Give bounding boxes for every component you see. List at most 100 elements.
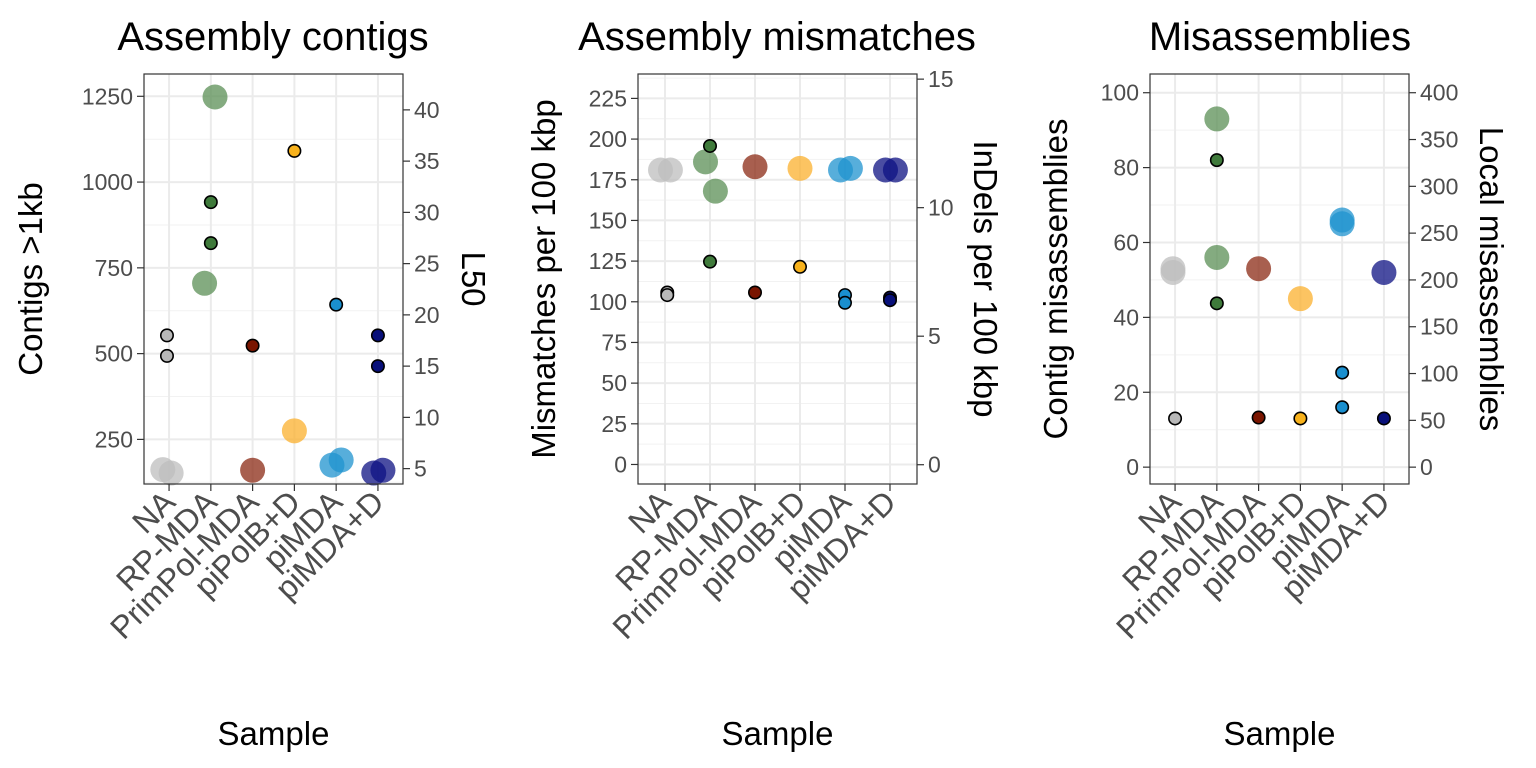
point-large-primpol-mda — [742, 154, 768, 180]
y-tick-label: 75 — [601, 329, 627, 355]
y-right-tick-label: 200 — [1420, 267, 1458, 293]
y-tick-label: 0 — [614, 451, 627, 477]
point-small-na — [660, 288, 675, 303]
point-small-pipolb-d — [1293, 411, 1308, 426]
point-large-pimda — [328, 447, 354, 473]
point-large-pimda-d — [882, 157, 908, 183]
y-right-axis-title: Local misassemblies — [1473, 127, 1510, 431]
point-large-pipolb-d — [281, 418, 307, 444]
point-large-pimda-d — [1371, 259, 1397, 285]
y-tick-label: 750 — [95, 255, 133, 281]
point-small-pipolb-d — [287, 143, 302, 158]
y-tick-label: 40 — [1113, 304, 1139, 330]
y-right-tick-label: 0 — [1420, 454, 1433, 480]
point-large-rp-mda — [693, 149, 718, 175]
y-right-tick-label: 15 — [928, 66, 954, 92]
point-large-rp-mda — [202, 84, 228, 110]
y-axis-title: Mismatches per 100 kbp — [525, 99, 562, 459]
panel-border — [1149, 73, 1410, 485]
y-tick-label: 100 — [589, 289, 627, 315]
y-tick-label: 80 — [1113, 155, 1139, 181]
y-right-tick-label: 5 — [414, 456, 427, 482]
point-large-pipolb-d — [1287, 286, 1313, 312]
point-large-pimda — [1329, 211, 1355, 237]
y-right-tick-label: 250 — [1420, 220, 1458, 246]
y-right-tick-label: 5 — [928, 323, 941, 349]
point-large-pipolb-d — [787, 155, 813, 181]
y-right-tick-label: 350 — [1420, 127, 1458, 153]
x-axis-title: Sample — [218, 715, 330, 752]
y-tick-label: 1000 — [82, 169, 133, 195]
y-right-tick-label: 100 — [1420, 361, 1458, 387]
point-small-rp-mda — [203, 236, 218, 251]
y-right-tick-label: 0 — [928, 452, 941, 478]
y-right-tick-label: 150 — [1420, 314, 1458, 340]
y-right-tick-label: 400 — [1420, 80, 1458, 106]
x-axis-title: Sample — [722, 715, 834, 752]
point-large-rp-mda — [192, 270, 218, 296]
point-small-na — [159, 328, 174, 343]
y-right-tick-label: 10 — [414, 404, 440, 430]
point-small-pimda — [329, 297, 344, 312]
point-small-na — [159, 348, 174, 363]
y-tick-label: 20 — [1113, 379, 1139, 405]
point-small-rp-mda — [702, 254, 717, 269]
panel-title: Assembly mismatches — [578, 15, 976, 59]
y-axis-title: Contig misassemblies — [1037, 119, 1074, 440]
point-small-pipolb-d — [792, 259, 807, 274]
panel-title: Misassemblies — [1149, 15, 1411, 59]
y-tick-label: 250 — [95, 426, 133, 452]
point-small-pimda-d — [370, 328, 385, 343]
y-tick-label: 25 — [601, 411, 627, 437]
y-tick-label: 50 — [601, 370, 627, 396]
panel-border — [637, 73, 918, 485]
point-small-rp-mda — [1209, 296, 1224, 311]
y-tick-label: 175 — [589, 167, 627, 193]
point-small-rp-mda — [203, 195, 218, 210]
point-large-na — [1160, 259, 1186, 285]
y-right-tick-label: 50 — [1420, 407, 1446, 433]
y-right-tick-label: 40 — [414, 97, 440, 123]
panel-1: 25050075010001250510152025303540NARP-MDA… — [12, 15, 492, 752]
y-tick-label: 150 — [589, 207, 627, 233]
y-tick-label: 0 — [1126, 454, 1139, 480]
y-tick-label: 100 — [1101, 80, 1139, 106]
point-small-primpol-mda — [1251, 410, 1266, 425]
y-tick-label: 500 — [95, 341, 133, 367]
point-small-pimda — [1335, 365, 1350, 380]
point-small-primpol-mda — [245, 338, 260, 353]
point-large-rp-mda — [1204, 106, 1230, 132]
panel-title: Assembly contigs — [117, 15, 428, 59]
point-small-pimda-d — [1376, 411, 1391, 426]
y-tick-label: 200 — [589, 126, 627, 152]
point-small-pimda — [1335, 400, 1350, 415]
point-small-rp-mda — [702, 138, 717, 153]
point-large-na — [657, 157, 683, 183]
point-large-rp-mda — [702, 178, 728, 204]
point-small-pimda — [837, 295, 852, 310]
y-tick-label: 60 — [1113, 229, 1139, 255]
panel-border — [143, 73, 404, 485]
y-tick-label: 125 — [589, 248, 627, 274]
panel-3: 020406080100050100150200250300350400NARP… — [1037, 15, 1510, 752]
y-right-tick-label: 15 — [414, 353, 440, 379]
x-axis-title: Sample — [1224, 715, 1336, 752]
y-right-tick-label: 300 — [1420, 173, 1458, 199]
point-large-pimda-d — [370, 457, 396, 483]
point-large-primpol-mda — [1246, 256, 1272, 282]
y-right-axis-title: L50 — [455, 251, 492, 306]
y-right-tick-label: 25 — [414, 251, 440, 277]
panel-2: 0255075100125150175200225051015NARP-MDAP… — [525, 15, 1004, 752]
y-right-axis-title: InDels per 100 kbp — [967, 140, 1004, 417]
y-right-tick-label: 10 — [928, 195, 954, 221]
point-small-pimda-d — [370, 359, 385, 374]
y-axis-title: Contigs >1kb — [12, 182, 49, 376]
point-large-na — [158, 460, 184, 486]
point-small-primpol-mda — [747, 285, 762, 300]
point-large-rp-mda — [1204, 244, 1230, 270]
y-right-tick-label: 30 — [414, 199, 440, 225]
point-large-pimda — [837, 155, 863, 181]
y-tick-label: 225 — [589, 85, 627, 111]
point-large-primpol-mda — [240, 457, 266, 483]
